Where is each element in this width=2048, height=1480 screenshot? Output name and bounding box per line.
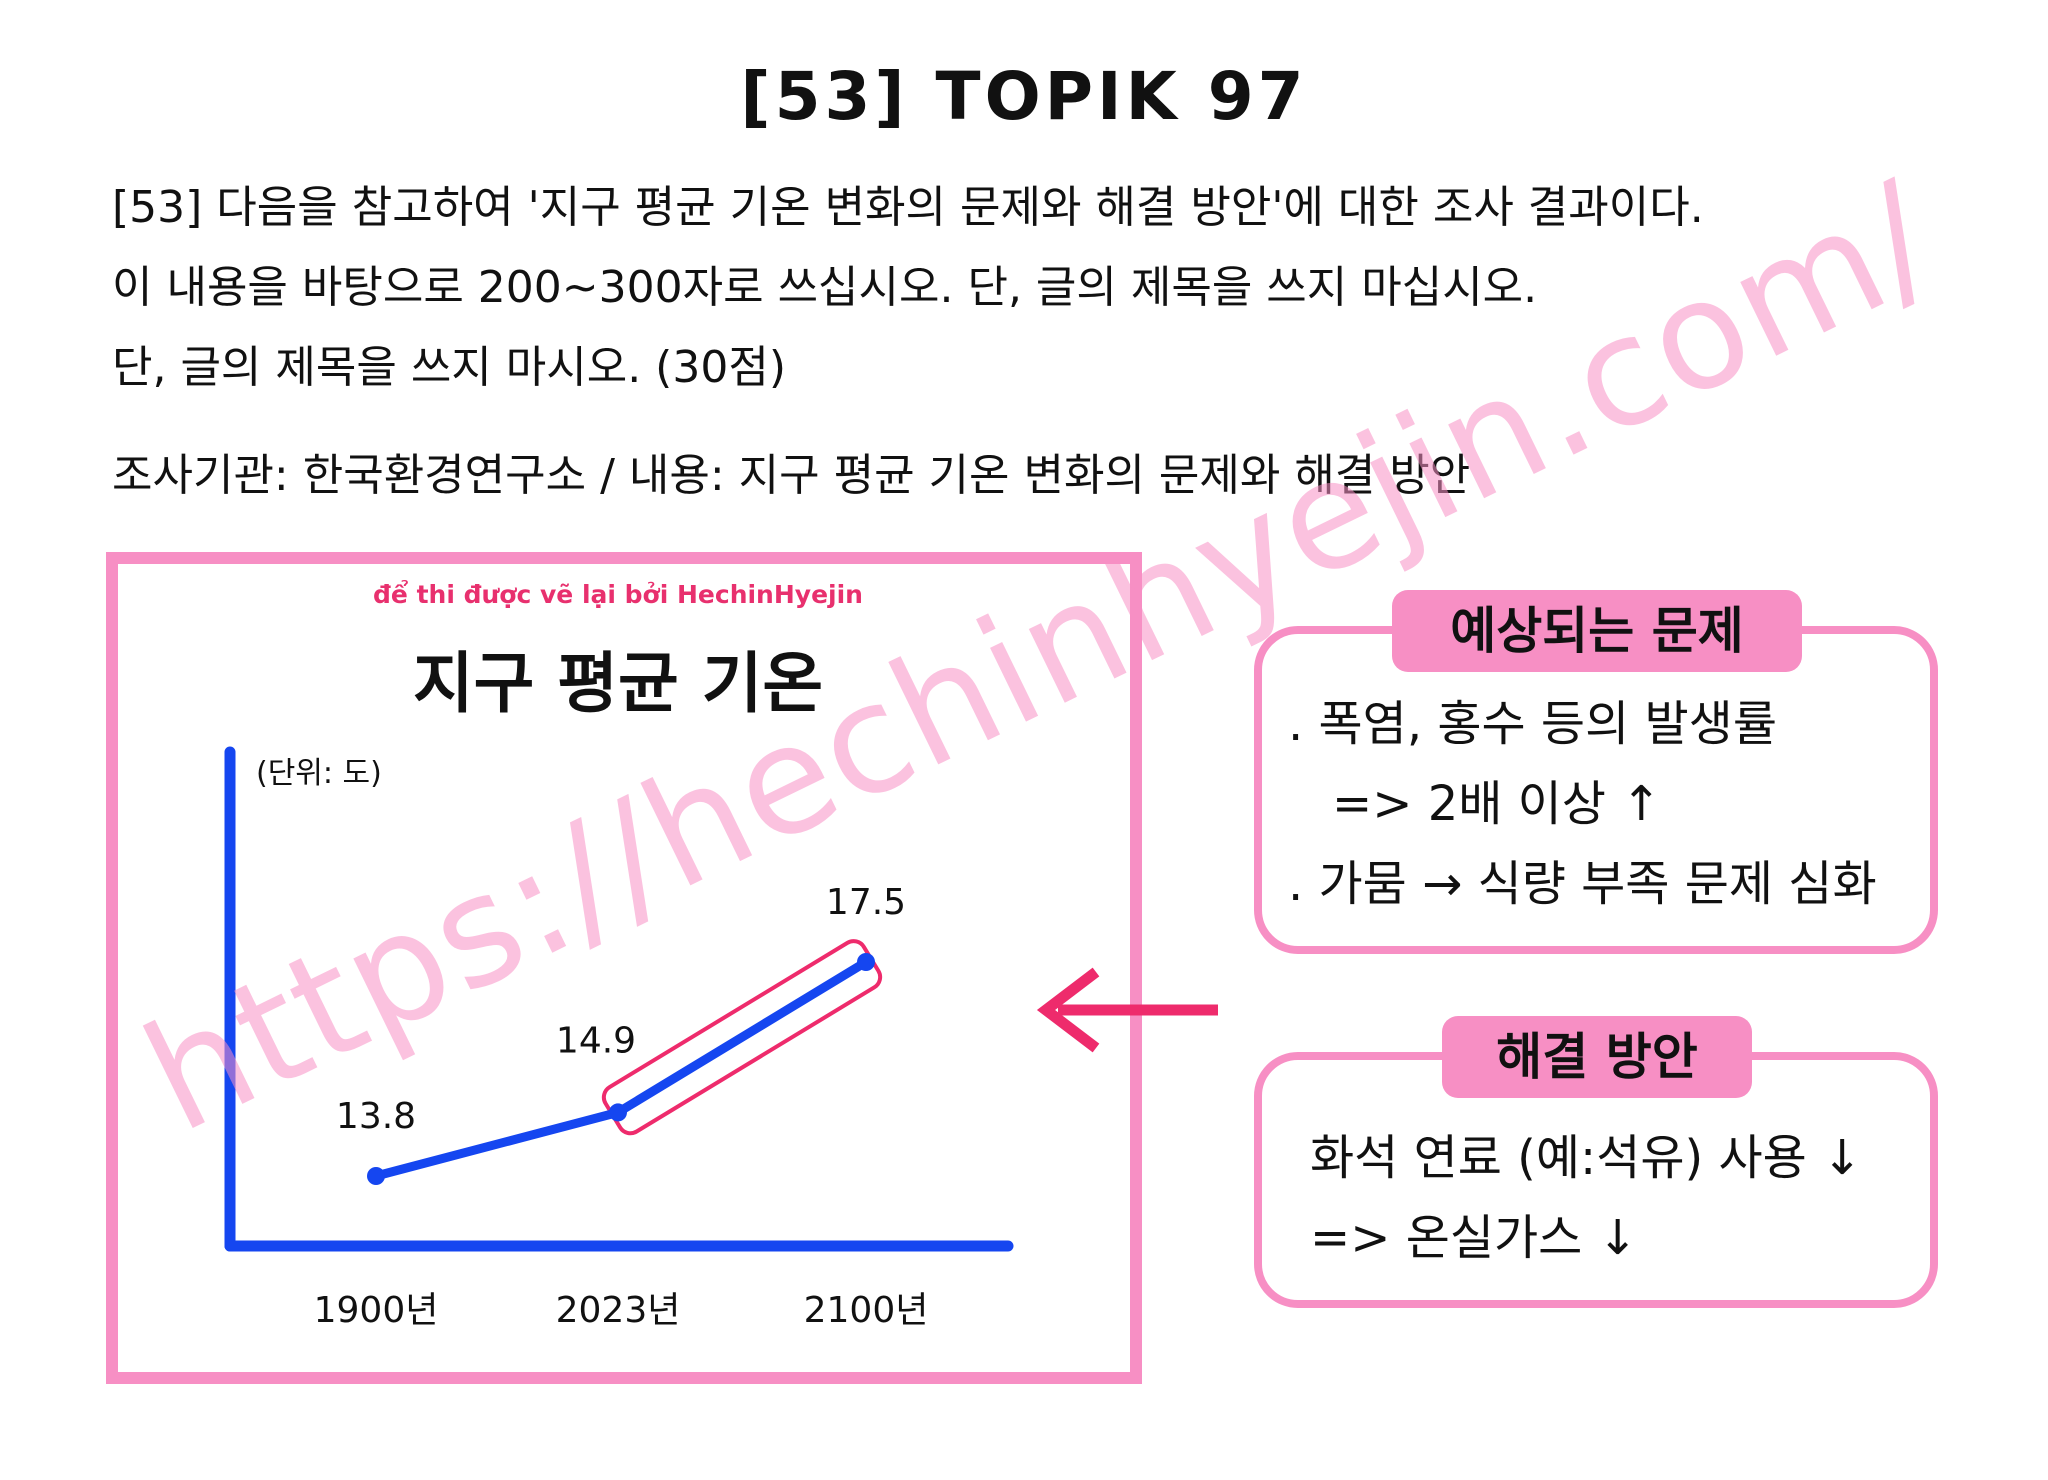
chart-frame [106,552,1142,1384]
question-line-2: 이 내용을 바탕으로 200~300자로 쓰십시오. 단, 글의 제목을 쓰지 … [112,262,1538,313]
solution-line-2: => 온실가스 ↓ [1310,1210,1638,1266]
series-line [371,957,871,1181]
question-line-3: 단, 글의 제목을 쓰지 마시오. (30점) [112,342,786,393]
source-line: 조사기관: 한국환경연구소 / 내용: 지구 평균 기온 변화의 문제와 해결 … [112,450,1471,501]
data-label: 14.9 [556,1020,636,1061]
y-axis-unit-label: (단위: 도) [256,756,382,791]
page-title: [53] TOPIK 97 [740,58,1308,135]
problem-line-3: . 가뭄 → 식량 부족 문제 심화 [1288,856,1877,912]
data-point [367,1167,385,1185]
question-line-1: [53] 다음을 참고하여 '지구 평균 기온 변화의 문제와 해결 방안'에 … [112,182,1704,233]
x-tick-label: 1900년 [314,1290,439,1331]
x-tick-label: 2100년 [804,1290,929,1331]
data-point [857,953,875,971]
callout-arrow-head [1036,967,1100,1053]
problem-line-2: => 2배 이상 ↑ [1332,776,1662,832]
x-tick-label: 2023년 [556,1290,681,1331]
problem-line-1: . 폭염, 홍수 등의 발생률 [1288,696,1777,752]
data-label: 13.8 [336,1096,416,1137]
solution-box-header: 해결 방안 [1442,1016,1752,1098]
credit-text: để thi được vẽ lại bởi HechinHyejin [373,580,863,609]
chart-title: 지구 평균 기온 [412,645,824,722]
data-point [609,1103,627,1122]
solution-line-1: 화석 연료 (예:석유) 사용 ↓ [1310,1130,1863,1186]
problem-box-header: 예상되는 문제 [1392,590,1802,672]
data-label: 17.5 [826,882,906,923]
